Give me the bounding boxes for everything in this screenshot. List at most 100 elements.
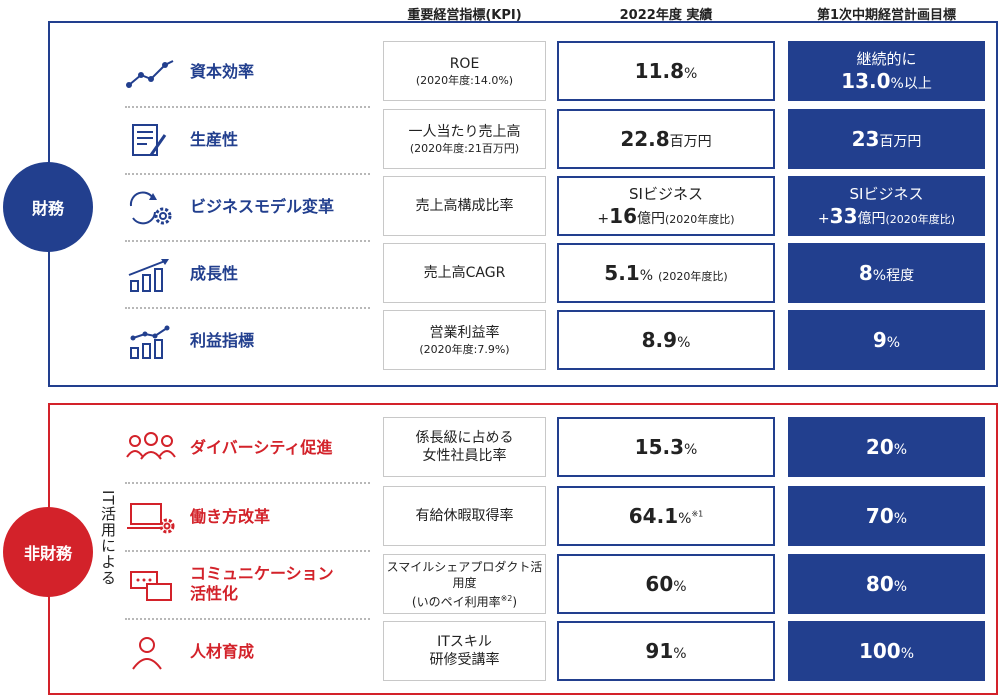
result-unit: % — [677, 335, 691, 351]
result-cell: 5.1% (2020年度比) — [557, 243, 775, 303]
kpi-name: ROE — [449, 55, 480, 72]
nonfinancial-row-communication: コミュニケーション 活性化 スマイルシェアプロダクト活用度 (いのペイ利用率※2… — [0, 554, 1000, 616]
result-unit: % — [673, 646, 687, 662]
header-kpi: 重要経営指標(KPI) — [407, 8, 522, 23]
profit-bars-icon — [130, 325, 170, 359]
target-cell: 100% — [788, 621, 985, 681]
target-value: 100 — [858, 639, 901, 663]
footnote-mark: ※1 — [691, 509, 704, 519]
result-note: (2020年度比) — [658, 270, 728, 283]
result-value: 60 — [645, 572, 674, 596]
result-value: 64.1 — [628, 504, 679, 528]
result-cell: SIビジネス +16億円(2020年度比) — [557, 176, 775, 236]
financial-row-capital-efficiency: 資本効率 ROE (2020年度:14.0%) 11.8% 継続的に 13.0%… — [0, 41, 1000, 103]
result-value: 11.8 — [634, 59, 685, 83]
kpi-name: 一人当たり売上高 — [408, 123, 521, 140]
result-unit: % — [673, 579, 687, 595]
person-icon — [132, 637, 162, 670]
target-cell: SIビジネス +33億円(2020年度比) — [788, 176, 985, 236]
result-sign: + — [597, 210, 610, 227]
row-label: 働き方改革 — [190, 507, 271, 526]
nonfinancial-row-work-style: 働き方改革 有給休暇取得率 64.1%※1 70% — [0, 486, 1000, 548]
target-value: 13.0 — [841, 68, 891, 93]
target-unit: 億円 — [857, 210, 886, 227]
result-value: 15.3 — [634, 435, 685, 459]
kpi-name: 営業利益率 — [429, 324, 500, 341]
kpi-name-line2: 研修受講率 — [429, 652, 500, 668]
result-unit: % — [678, 511, 692, 527]
document-pen-icon — [132, 124, 167, 156]
row-divider — [125, 482, 370, 484]
row-divider — [125, 550, 370, 552]
header-target: 第1次中期経営計画目標 — [816, 8, 957, 23]
target-value: 70 — [865, 504, 894, 528]
kpi-name: 有給休暇取得率 — [415, 508, 514, 524]
row-divider — [125, 618, 370, 620]
target-unit: % — [900, 646, 915, 662]
target-unit: % — [886, 335, 901, 351]
kpi-name-line2: 女性社員比率 — [422, 448, 507, 464]
result-unit: % — [639, 268, 654, 284]
result-cell: 22.8百万円 — [557, 109, 775, 169]
kpi-name-line1: ITスキル — [437, 634, 492, 650]
financial-row-growth: 成長性 売上高CAGR 5.1% (2020年度比) 8%程度 — [0, 243, 1000, 305]
target-prefix: 継続的に — [856, 49, 917, 68]
result-cell: 60% — [557, 554, 775, 614]
result-value: 16 — [609, 203, 637, 228]
row-label-line1: コミュニケーション — [190, 564, 334, 583]
result-note: (2020年度比) — [665, 212, 735, 226]
result-cell: 91% — [557, 621, 775, 681]
line-chart-icon — [126, 60, 174, 88]
row-divider — [125, 240, 370, 242]
kpi-baseline: (2020年度:21百万円) — [409, 141, 520, 155]
row-divider — [125, 106, 370, 108]
target-unit: %以上 — [890, 75, 932, 92]
kpi-cell: ITスキル 研修受講率 — [383, 621, 546, 681]
result-cell: 15.3% — [557, 417, 775, 477]
row-label: 成長性 — [190, 264, 239, 283]
financial-row-profit: 利益指標 営業利益率 (2020年度:7.9%) 8.9% 9% — [0, 310, 1000, 372]
kpi-name-line2: (いのペイ利用率 — [411, 594, 501, 609]
row-divider — [125, 307, 370, 309]
result-cell: 64.1%※1 — [557, 486, 775, 546]
financial-badge: 財務 — [3, 162, 93, 252]
result-unit: 億円 — [637, 210, 665, 227]
kpi-cell: ROE (2020年度:14.0%) — [383, 41, 546, 101]
financial-row-business-model: ビジネスモデル変革 売上高構成比率 SIビジネス +16億円(2020年度比) … — [0, 176, 1000, 238]
result-unit: 百万円 — [669, 134, 712, 150]
target-cell: 9% — [788, 310, 985, 370]
target-unit: % — [893, 511, 908, 527]
row-label: 人材育成 — [190, 642, 255, 661]
row-label: 利益指標 — [190, 331, 255, 350]
cycle-gear-icon — [129, 191, 172, 225]
row-label: 生産性 — [190, 130, 239, 149]
row-label: コミュニケーション 活性化 — [190, 564, 334, 604]
kpi-name: 売上高構成比率 — [415, 198, 514, 214]
target-value: 20 — [865, 435, 894, 459]
target-cell: 8%程度 — [788, 243, 985, 303]
row-label: 資本効率 — [190, 62, 255, 81]
target-cell: 70% — [788, 486, 985, 546]
kpi-cell: スマイルシェアプロダクト活用度 (いのペイ利用率※2) — [383, 554, 546, 614]
target-unit: %程度 — [872, 268, 915, 284]
result-prefix: SIビジネス — [629, 184, 703, 203]
target-value: 23 — [851, 127, 880, 151]
kpi-cell: 売上高CAGR — [383, 243, 546, 303]
kpi-baseline: (2020年度:7.9%) — [419, 342, 510, 356]
target-sign: + — [817, 210, 830, 227]
kpi-baseline: (2020年度:14.0%) — [415, 73, 514, 87]
row-divider — [125, 173, 370, 175]
result-value: 22.8 — [620, 127, 670, 151]
target-value: 33 — [829, 203, 858, 228]
non-financial-badge: 非財務 — [3, 507, 93, 597]
result-value: 91 — [645, 639, 674, 663]
financial-row-productivity: 生産性 一人当たり売上高 (2020年度:21百万円) 22.8百万円 23 百万… — [0, 109, 1000, 171]
target-cell: 継続的に 13.0%以上 — [788, 41, 985, 101]
row-label: ビジネスモデル変革 — [190, 197, 335, 216]
kpi-close-paren: ) — [512, 594, 518, 609]
chat-bubbles-icon — [130, 571, 172, 601]
kpi-name: 売上高CAGR — [423, 265, 506, 281]
nonfinancial-row-diversity: ダイバーシティ促進 係長級に占める 女性社員比率 15.3% 20% — [0, 417, 1000, 479]
nonfinancial-row-talent: 人材育成 ITスキル 研修受講率 91% 100% — [0, 621, 1000, 683]
target-value: 80 — [865, 572, 894, 596]
